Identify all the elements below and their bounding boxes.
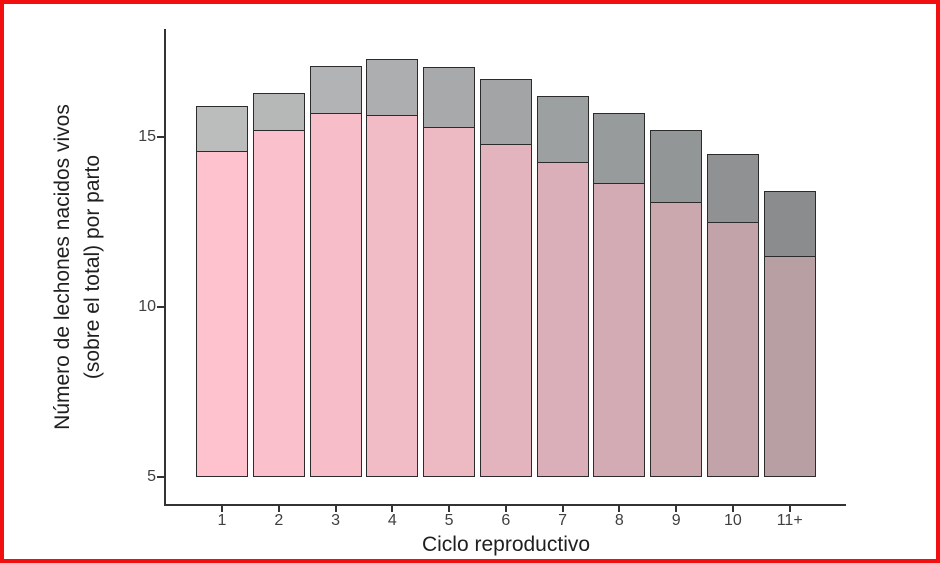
x-tick (504, 505, 507, 512)
bar-cycle-9 (650, 130, 703, 477)
bar-cycle-1 (196, 106, 248, 477)
y-tick-label: 15 (138, 128, 156, 145)
bar-cycle-10 (706, 154, 759, 477)
x-tick (731, 505, 734, 512)
x-tick-label: 9 (671, 512, 681, 529)
bar-gray-segment (367, 59, 418, 116)
y-axis-title-line-2: (sobre el total) por parto (81, 154, 104, 380)
x-tick-label: 5 (444, 512, 454, 529)
y-tick (157, 136, 165, 138)
y-tick-label: 10 (138, 298, 156, 315)
x-tick (675, 505, 678, 512)
bar-cycle-3 (309, 65, 362, 477)
bar-cycle-4 (366, 58, 419, 477)
y-tick-label: 5 (147, 468, 156, 485)
x-tick (334, 505, 337, 512)
x-tick-label: 3 (331, 512, 340, 529)
bar-gray-segment (253, 93, 304, 132)
x-tick (391, 505, 394, 512)
bar-gray-segment (707, 155, 758, 223)
x-tick-label: 6 (501, 512, 511, 529)
x-tick (788, 505, 791, 512)
bar-cycle-8 (593, 113, 646, 477)
x-tick (277, 505, 280, 512)
x-axis-title: Ciclo reproductivo (421, 533, 591, 556)
x-tick-label: 10 (724, 512, 742, 529)
bar-gray-segment (197, 107, 247, 152)
y-axis-line (164, 29, 166, 506)
x-tick (618, 505, 621, 512)
x-tick-label: 8 (614, 512, 624, 529)
x-tick (561, 505, 564, 512)
y-axis-title-line-1: Número de lechones nacidos vivos (51, 104, 74, 430)
x-tick-label: 2 (274, 512, 284, 529)
bar-cycle-7 (536, 96, 589, 477)
bar-gray-segment (424, 68, 475, 128)
y-axis-title: Número de lechones nacidos vivos (sobre … (48, 104, 108, 430)
x-tick (448, 505, 451, 512)
x-tick-label: 1 (217, 512, 227, 529)
y-tick (157, 476, 165, 478)
bar-cycle-2 (252, 92, 305, 477)
bar-gray-segment (764, 192, 815, 257)
y-tick (157, 306, 165, 308)
bar-cycle-11+ (763, 191, 816, 477)
bar-gray-segment (594, 114, 645, 184)
x-tick-label: 4 (387, 512, 397, 529)
bar-gray-segment (310, 66, 361, 115)
x-tick (221, 505, 223, 512)
x-tick-label: 7 (558, 512, 568, 529)
x-tick-label: 11+ (776, 512, 803, 529)
bar-gray-segment (480, 80, 531, 145)
bar-gray-segment (651, 131, 702, 203)
bar-cycle-5 (423, 67, 476, 477)
bar-gray-segment (537, 97, 588, 164)
bar-cycle-6 (479, 79, 532, 477)
